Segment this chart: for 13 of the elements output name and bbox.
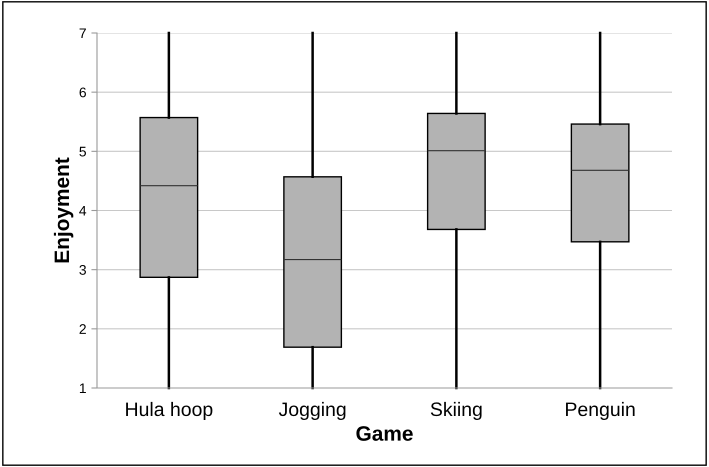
y-tick-label: 4: [79, 206, 86, 216]
y-tick-label: 7: [80, 28, 86, 38]
y-tick-label: 5: [79, 146, 86, 157]
x-tick-label: Skiing: [430, 402, 482, 420]
y-tick-label: 1: [80, 383, 86, 394]
y-tick-label: 6: [80, 88, 86, 98]
x-tick-label: Jogging: [278, 402, 346, 420]
x-tick-label: Penguin: [566, 402, 635, 420]
x-axis-title: Game: [356, 426, 413, 441]
y-tick-label: 2: [80, 324, 86, 334]
y-tick-label: 3: [79, 265, 86, 275]
y-axis-title: Enjoyment: [54, 158, 74, 262]
x-tick-label: Hula hoop: [126, 402, 212, 420]
